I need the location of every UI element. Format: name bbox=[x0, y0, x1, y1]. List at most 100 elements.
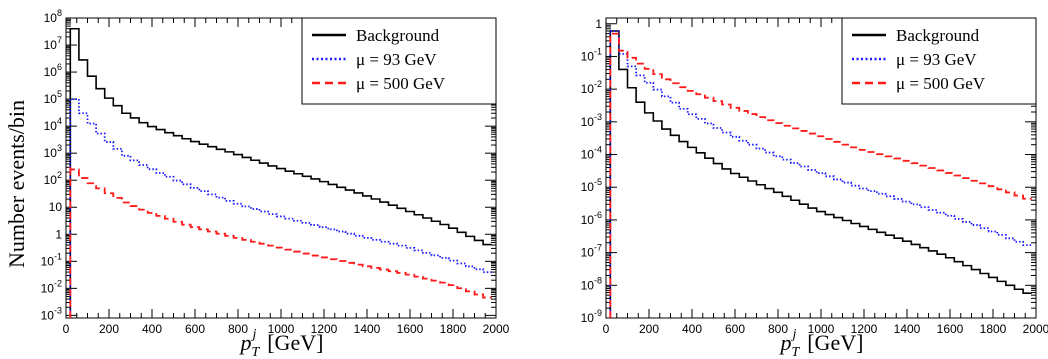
left-y-tick-exp: 7 bbox=[57, 35, 62, 45]
right-y-tick-label: 10-5 bbox=[581, 177, 602, 194]
left-y-tick-label: 1 bbox=[55, 227, 62, 241]
right-y-tick-label: 10-2 bbox=[581, 79, 602, 96]
left-legend-label-mu93: μ = 93 GeV bbox=[356, 50, 437, 69]
left-y-tick-label: 10-3 bbox=[41, 305, 62, 322]
left-legend: Background μ = 93 GeV μ = 500 GeV bbox=[301, 17, 497, 105]
right-y-tick-exp: -2 bbox=[594, 79, 602, 89]
left-y-tick-label: 106 bbox=[44, 62, 62, 79]
left-legend-label-mu500: μ = 500 GeV bbox=[356, 74, 446, 93]
left-y-tick-label: 107 bbox=[44, 35, 62, 52]
left-y-tick-base: 10 bbox=[49, 200, 63, 214]
left-y-tick-base: 10 bbox=[41, 308, 55, 322]
right-series-background bbox=[609, 30, 1032, 318]
x-axis-title-right-unit: [GeV] bbox=[807, 330, 863, 355]
left-legend-box bbox=[301, 17, 497, 105]
right-series-mu500 bbox=[609, 32, 1032, 318]
left-y-tick-label: 10-2 bbox=[41, 278, 62, 295]
right-x-tick-label: 800 bbox=[768, 322, 788, 336]
right-y-tick-base: 10 bbox=[581, 213, 595, 227]
x-axis-title-left-unit: [GeV] bbox=[267, 330, 323, 355]
x-axis-title-right-sub: T bbox=[791, 345, 800, 359]
right-y-tick-label: 1 bbox=[595, 17, 602, 31]
left-y-tick-base: 10 bbox=[44, 146, 58, 160]
x-axis-title-left: pj T [GeV] bbox=[239, 327, 324, 359]
left-x-tick-label: 1000 bbox=[268, 322, 295, 336]
right-x-tick-label: 1200 bbox=[851, 322, 878, 336]
right-x-tick-label: 200 bbox=[639, 322, 659, 336]
right-legend-box bbox=[841, 17, 1037, 105]
left-series-background bbox=[69, 27, 492, 318]
left-x-tick-label: 1800 bbox=[440, 322, 467, 336]
left-panel: 0 200 400 600 800 1000 1200 1400 1600 1800 200010-… bbox=[41, 8, 510, 336]
right-x-tick-label: 1000 bbox=[808, 322, 835, 336]
left-x-tick-label: 200 bbox=[99, 322, 119, 336]
right-y-tick-label: 10-4 bbox=[581, 145, 602, 162]
right-y-tick-exp: -9 bbox=[594, 308, 602, 318]
right-x-tick-label: 2000 bbox=[1023, 322, 1048, 336]
right-y-tick-base: 10 bbox=[581, 49, 595, 63]
right-x-tick-label: 1800 bbox=[980, 322, 1007, 336]
right-y-tick-exp: -5 bbox=[594, 177, 602, 187]
left-y-tick-base: 10 bbox=[41, 254, 55, 268]
left-y-tick-exp: 6 bbox=[57, 62, 62, 72]
left-x-tick-label: 2000 bbox=[483, 322, 510, 336]
right-legend-label-mu500: μ = 500 GeV bbox=[896, 74, 986, 93]
right-legend-label-background: Background bbox=[896, 26, 980, 45]
left-y-tick-exp: 8 bbox=[57, 8, 62, 18]
left-x-tick-label: 1200 bbox=[311, 322, 338, 336]
left-y-tick-label: 102 bbox=[44, 170, 62, 187]
x-axis-title-right: pj T [GeV] bbox=[779, 327, 864, 359]
right-y-tick-base: 10 bbox=[581, 246, 595, 260]
left-y-tick-label: 10 bbox=[49, 200, 63, 214]
right-y-tick-label: 10-6 bbox=[581, 210, 602, 227]
left-y-tick-base: 10 bbox=[44, 65, 58, 79]
right-x-tick-label: 0 bbox=[603, 322, 610, 336]
left-x-tick-label: 400 bbox=[142, 322, 162, 336]
left-y-tick-base: 10 bbox=[41, 281, 55, 295]
x-axis-title-left-sub: T bbox=[251, 345, 260, 359]
left-y-tick-base: 10 bbox=[44, 92, 58, 106]
left-y-tick-exp: -1 bbox=[54, 251, 62, 261]
left-y-tick-label: 104 bbox=[44, 116, 62, 133]
right-y-tick-exp: -8 bbox=[594, 275, 602, 285]
right-y-tick-base: 10 bbox=[581, 180, 595, 194]
left-y-tick-exp: -3 bbox=[54, 305, 62, 315]
left-y-tick-label: 105 bbox=[44, 89, 62, 106]
right-y-tick-base: 10 bbox=[581, 278, 595, 292]
right-legend-label-mu93: μ = 93 GeV bbox=[896, 50, 977, 69]
right-y-tick-exp: -3 bbox=[594, 112, 602, 122]
left-x-tick-label: 600 bbox=[185, 322, 205, 336]
left-y-tick-exp: 5 bbox=[57, 89, 62, 99]
right-y-tick-exp: -7 bbox=[594, 243, 602, 253]
left-y-tick-base: 1 bbox=[55, 227, 62, 241]
right-panel: 0 200 400 600 800 1000 1200 1400 1600 1800 200010-… bbox=[581, 17, 1048, 336]
right-y-tick-label: 10-7 bbox=[581, 243, 602, 260]
x-axis-title-left-main: p bbox=[239, 330, 252, 355]
right-y-tick-base: 1 bbox=[595, 17, 602, 31]
right-y-tick-exp: -4 bbox=[594, 145, 602, 155]
y-axis-title: Number events/bin bbox=[4, 100, 29, 268]
x-axis-title-right-sup: j bbox=[791, 327, 797, 342]
left-series-mu93 bbox=[69, 98, 492, 318]
right-y-tick-label: 10-8 bbox=[581, 275, 602, 292]
right-x-tick-label: 1400 bbox=[894, 322, 921, 336]
left-y-tick-base: 10 bbox=[44, 38, 58, 52]
left-y-tick-exp: 3 bbox=[57, 143, 62, 153]
x-axis-title-right-main: p bbox=[779, 330, 792, 355]
left-y-tick-label: 10-1 bbox=[41, 251, 62, 268]
left-y-tick-base: 10 bbox=[44, 11, 58, 25]
right-x-tick-label: 400 bbox=[682, 322, 702, 336]
left-series-mu500 bbox=[69, 165, 492, 318]
right-y-tick-base: 10 bbox=[581, 148, 595, 162]
right-y-tick-base: 10 bbox=[581, 311, 595, 325]
left-x-tick-label: 800 bbox=[228, 322, 248, 336]
left-y-tick-label: 108 bbox=[44, 8, 62, 25]
right-y-tick-base: 10 bbox=[581, 115, 595, 129]
right-y-tick-label: 10-9 bbox=[581, 308, 602, 325]
x-axis-title-left-sup: j bbox=[251, 327, 257, 342]
left-y-tick-exp: 4 bbox=[57, 116, 62, 126]
left-y-tick-label: 103 bbox=[44, 143, 62, 160]
right-x-tick-label: 1600 bbox=[937, 322, 964, 336]
left-y-tick-base: 10 bbox=[44, 173, 58, 187]
